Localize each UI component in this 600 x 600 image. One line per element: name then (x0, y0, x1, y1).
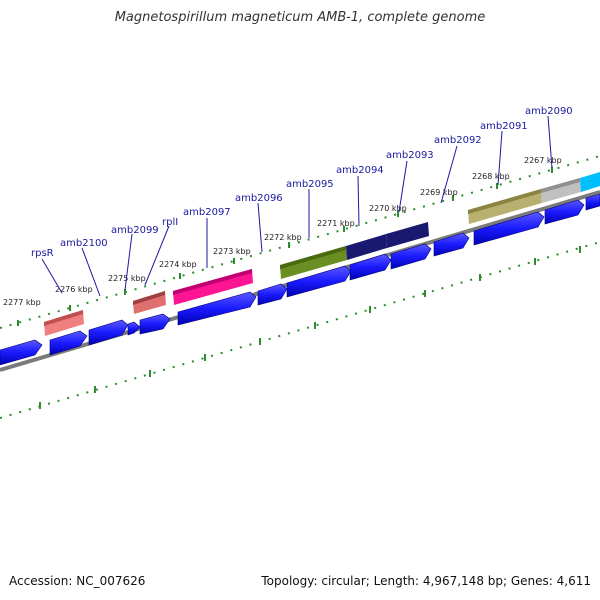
cds-feature[interactable] (0, 339, 43, 366)
tick-label: 2277 kbp (3, 298, 41, 307)
cds-feature[interactable] (473, 211, 545, 246)
cds-feature[interactable] (286, 265, 352, 298)
inner-tick-ring (0, 241, 600, 419)
gene-label-amb2100[interactable]: amb2100 (60, 238, 108, 249)
feature-block[interactable] (386, 222, 429, 248)
cds-feature[interactable] (257, 283, 288, 306)
tick-label: 2267 kbp (524, 156, 562, 165)
tick-label: 2274 kbp (159, 260, 197, 269)
gene-label-amb2090[interactable]: amb2090 (525, 106, 573, 117)
accession-text: Accession: NC_007626 (9, 574, 146, 588)
gene-label-amb2097[interactable]: amb2097 (183, 207, 231, 218)
cds-feature[interactable] (390, 243, 432, 270)
gene-label-amb2099[interactable]: amb2099 (111, 225, 159, 236)
cds-track (0, 193, 600, 366)
tick-label: 2273 kbp (213, 247, 251, 256)
cds-feature[interactable] (88, 319, 129, 346)
gene-label-amb2096[interactable]: amb2096 (235, 193, 283, 204)
gene-label-amb2093[interactable]: amb2093 (386, 150, 434, 161)
tick-label: 2270 kbp (369, 204, 407, 213)
gene-label-amb2094[interactable]: amb2094 (336, 165, 384, 176)
cds-feature[interactable] (127, 321, 141, 336)
cds-feature[interactable] (585, 193, 600, 211)
gene-label-amb2092[interactable]: amb2092 (434, 135, 482, 146)
cds-feature[interactable] (544, 199, 585, 225)
gene-label-rplI[interactable]: rplI (162, 217, 178, 228)
tick-label: 2269 kbp (420, 188, 458, 197)
gene-label-amb2095[interactable]: amb2095 (286, 179, 334, 190)
feature-block[interactable] (580, 172, 600, 192)
label-leaders (41, 115, 553, 297)
gene-label-rpsR[interactable]: rpsR (31, 248, 54, 259)
tick-label: 2272 kbp (264, 233, 302, 242)
cds-feature[interactable] (49, 330, 88, 356)
map-title: Magnetospirillum magneticum AMB-1, compl… (114, 10, 486, 25)
tick-label: 2276 kbp (55, 285, 93, 294)
tick-label: 2268 kbp (472, 172, 510, 181)
tick-label: 2271 kbp (317, 219, 355, 228)
gene-label-amb2091[interactable]: amb2091 (480, 121, 528, 132)
feature-track (44, 172, 600, 336)
topology-text: Topology: circular; Length: 4,967,148 bp… (261, 574, 591, 588)
cds-feature[interactable] (139, 313, 171, 335)
cds-feature[interactable] (349, 253, 392, 281)
cds-feature[interactable] (177, 291, 257, 326)
cds-feature[interactable] (433, 232, 470, 257)
feature-block[interactable] (346, 234, 387, 260)
